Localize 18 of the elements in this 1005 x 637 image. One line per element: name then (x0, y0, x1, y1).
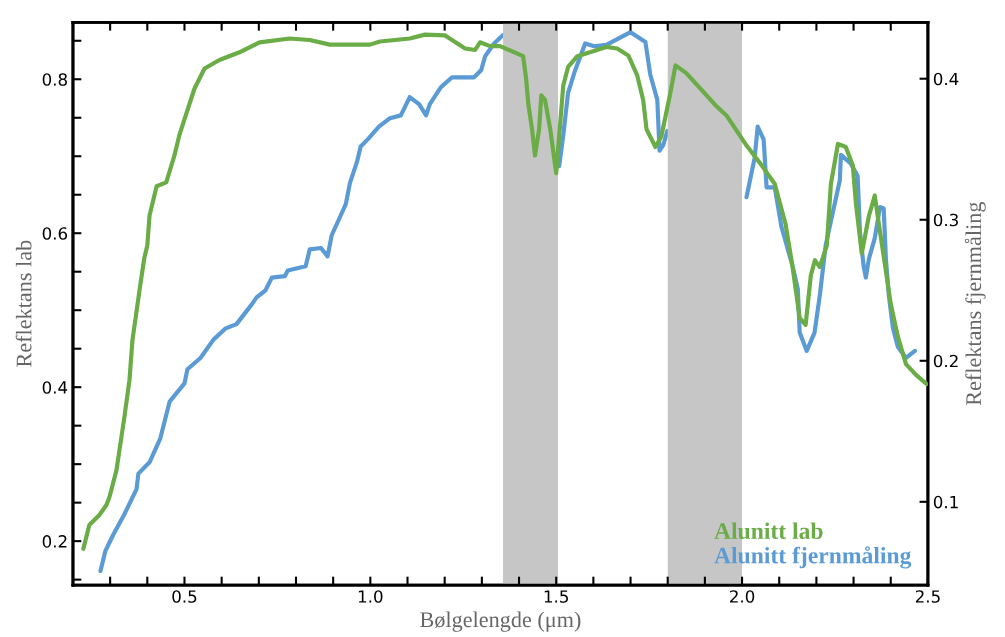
y-tick-label: 0.6 (42, 227, 68, 240)
x-tick-label: 0.5 (172, 590, 197, 603)
text: Alunitt fjernmåling (714, 546, 912, 569)
text: Alunitt lab (714, 522, 823, 540)
y2-tick-label: 0.2 (933, 354, 958, 368)
y2-tick-label: 0.1 (933, 495, 958, 509)
x-axis-title: Bølgelengde (μm) (420, 611, 581, 632)
y2-axis-title: Reflektans fjernmåling (964, 201, 986, 406)
x-tick-label: 2.0 (730, 590, 755, 603)
y-tick-label: 0.8 (42, 73, 67, 86)
y2-tick-label: 0.3 (933, 213, 958, 227)
y-axis-title: Reflektans lab (15, 240, 32, 367)
y2-tick-label: 0.4 (933, 72, 959, 86)
y-tick-label: 0.2 (42, 535, 67, 548)
x-tick-label: 2.5 (915, 590, 940, 603)
x-tick-label: 1.5 (544, 590, 568, 603)
y-tick-label: 0.4 (42, 381, 68, 394)
x-tick-label: 1.0 (358, 590, 383, 603)
